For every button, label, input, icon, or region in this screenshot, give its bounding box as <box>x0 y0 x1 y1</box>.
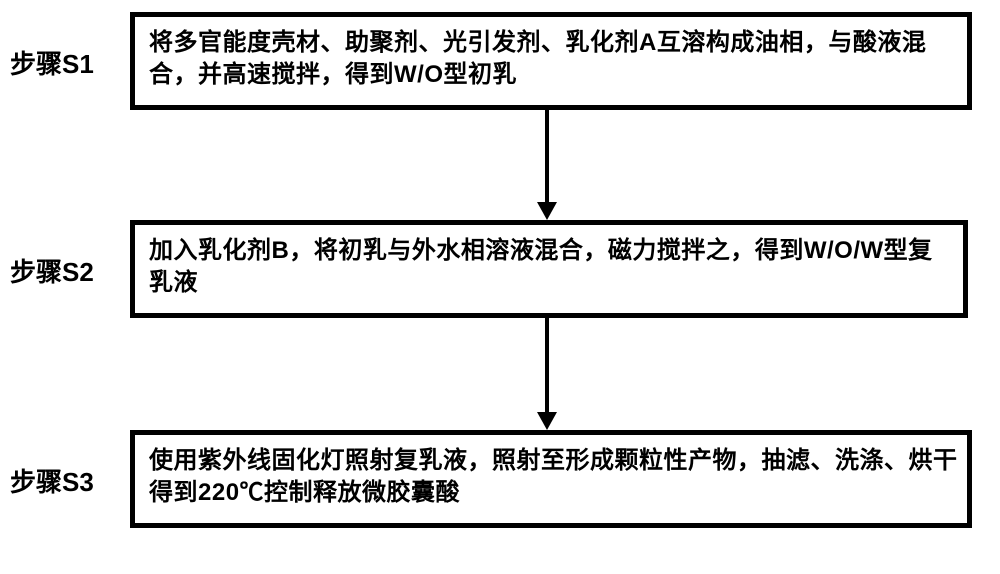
step-s2-text: 加入乳化剂B，将初乳与外水相溶液混合，磁力搅拌之，得到W/O/W型复乳液 <box>135 225 963 313</box>
arrow-s2-s3-head <box>537 412 557 430</box>
step-s1-text: 将多官能度壳材、助聚剂、光引发剂、乳化剂A互溶构成油相，与酸液混合，并高速搅拌，… <box>135 17 967 105</box>
step-s3-box: 使用紫外线固化灯照射复乳液，照射至形成颗粒性产物，抽滤、洗涤、烘干得到220℃控… <box>130 430 972 528</box>
step-s1-label: 步骤S1 <box>10 44 94 81</box>
arrow-s2-s3-line <box>545 318 549 412</box>
step-s3-text: 使用紫外线固化灯照射复乳液，照射至形成颗粒性产物，抽滤、洗涤、烘干得到220℃控… <box>135 435 967 523</box>
step-s2-box: 加入乳化剂B，将初乳与外水相溶液混合，磁力搅拌之，得到W/O/W型复乳液 <box>130 220 968 318</box>
step-s2-label: 步骤S2 <box>10 252 94 289</box>
arrow-s1-s2-head <box>537 202 557 220</box>
step-s3-label: 步骤S3 <box>10 462 94 499</box>
arrow-s1-s2-line <box>545 110 549 202</box>
step-s1-box: 将多官能度壳材、助聚剂、光引发剂、乳化剂A互溶构成油相，与酸液混合，并高速搅拌，… <box>130 12 972 110</box>
flowchart-canvas: 步骤S1 将多官能度壳材、助聚剂、光引发剂、乳化剂A互溶构成油相，与酸液混合，并… <box>0 0 1000 574</box>
